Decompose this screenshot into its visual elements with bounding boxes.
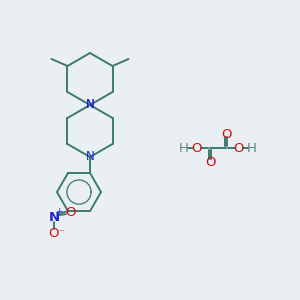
Text: O: O bbox=[234, 142, 244, 154]
Text: O: O bbox=[221, 128, 231, 140]
Text: N: N bbox=[85, 98, 94, 112]
Text: O: O bbox=[205, 155, 215, 169]
Text: N: N bbox=[85, 151, 94, 164]
Text: N: N bbox=[85, 98, 94, 112]
Text: H: H bbox=[247, 142, 257, 154]
Text: +: + bbox=[55, 207, 63, 216]
Text: O: O bbox=[192, 142, 202, 154]
Text: N: N bbox=[48, 211, 60, 224]
Text: ⁻: ⁻ bbox=[58, 228, 64, 238]
Text: H: H bbox=[179, 142, 189, 154]
Text: O: O bbox=[66, 206, 76, 219]
Text: O: O bbox=[49, 226, 59, 240]
